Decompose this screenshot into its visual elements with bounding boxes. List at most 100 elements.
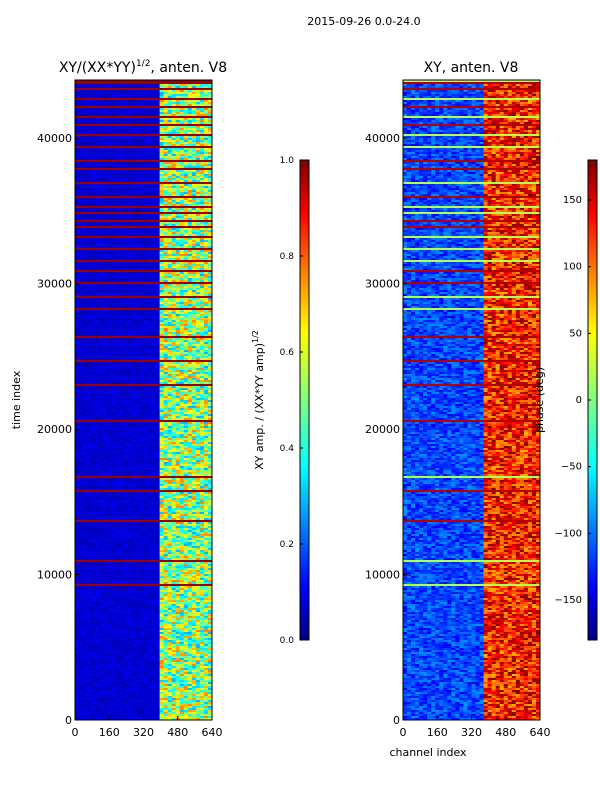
heatmap-cell: [179, 142, 185, 145]
heatmap-cell: [207, 258, 212, 261]
heatmap-cell: [131, 194, 136, 197]
heatmap-cell: [183, 248, 189, 251]
heatmap-cell: [187, 300, 193, 303]
heatmap-cell: [147, 236, 152, 239]
heatmap-cell: [103, 260, 108, 263]
heatmap-cell: [131, 302, 136, 305]
heatmap-cell: [99, 316, 104, 319]
heatmap-cell: [91, 266, 96, 269]
heatmap-cell: [187, 240, 193, 243]
heatmap-cell: [87, 370, 92, 373]
heatmap-cell: [83, 360, 88, 363]
heatmap-cell: [199, 332, 205, 335]
heatmap-cell: [107, 238, 112, 241]
heatmap-cell: [167, 106, 173, 109]
heatmap-cell: [115, 322, 120, 325]
heatmap-cell: [199, 364, 205, 367]
heatmap-cell: [147, 176, 152, 179]
heatmap-cell: [111, 206, 116, 209]
heatmap-cell: [99, 252, 104, 255]
heatmap-cell: [115, 334, 120, 337]
heatmap-cell: [111, 216, 116, 219]
heatmap-cell: [143, 146, 148, 149]
heatmap-cell: [95, 312, 100, 315]
heatmap-cell: [147, 312, 152, 315]
heatmap-cell: [207, 288, 212, 291]
heatmap-cell: [175, 102, 181, 105]
heatmap-cell: [123, 138, 128, 141]
heatmap-cell: [187, 160, 193, 163]
heatmap-cell: [99, 190, 104, 193]
heatmap-cell: [195, 352, 201, 355]
heatmap-cell: [111, 278, 116, 281]
heatmap-cell: [195, 220, 201, 223]
heatmap-cell: [95, 258, 100, 261]
heatmap-cell: [207, 184, 212, 187]
heatmap-cell: [79, 148, 84, 151]
heatmap-cell: [147, 368, 152, 371]
heatmap-cell: [167, 312, 173, 315]
heatmap-cell: [107, 102, 112, 105]
heatmap-cell: [131, 240, 136, 243]
heatmap-cell: [99, 330, 104, 333]
heatmap-cell: [171, 338, 177, 341]
heatmap-cell: [83, 248, 88, 251]
heatmap-cell: [115, 210, 120, 213]
heatmap-cell: [95, 176, 100, 179]
heatmap-cell: [175, 180, 181, 183]
heatmap-cell: [199, 130, 205, 133]
heatmap-cell: [103, 134, 108, 137]
heatmap-cell: [107, 278, 112, 281]
heatmap-cell: [199, 362, 205, 365]
heatmap-cell: [127, 356, 132, 359]
heatmap-cell: [119, 212, 124, 215]
heatmap-cell: [103, 170, 108, 173]
heatmap-cell: [103, 198, 108, 201]
heatmap-cell: [115, 300, 120, 303]
heatmap-cell: [155, 182, 161, 185]
heatmap-cell: [87, 180, 92, 183]
heatmap-cell: [107, 200, 112, 203]
heatmap-cell: [83, 218, 88, 221]
heatmap-cell: [79, 320, 84, 323]
heatmap-cell: [167, 198, 173, 201]
heatmap-cell: [195, 324, 201, 327]
heatmap-cell: [131, 282, 136, 285]
heatmap-cell: [79, 82, 84, 85]
heatmap-cell: [111, 326, 116, 329]
heatmap-cell: [99, 226, 104, 229]
heatmap-cell: [143, 288, 148, 291]
heatmap-cell: [91, 256, 96, 259]
heatmap-cell: [179, 160, 185, 163]
heatmap-cell: [79, 338, 84, 341]
heatmap-cell: [167, 202, 173, 205]
heatmap-cell: [207, 310, 212, 313]
heatmap-cell: [127, 200, 132, 203]
heatmap-cell: [135, 194, 140, 197]
heatmap-cell: [135, 302, 140, 305]
heatmap-cell: [203, 192, 209, 195]
heatmap-cell: [87, 230, 92, 233]
heatmap-cell: [127, 242, 132, 245]
heatmap-cell: [103, 268, 108, 271]
heatmap-cell: [119, 312, 124, 315]
heatmap-cell: [159, 314, 165, 317]
heatmap-cell: [107, 174, 112, 177]
heatmap-cell: [127, 174, 132, 177]
heatmap-cell: [183, 190, 189, 193]
heatmap-cell: [171, 316, 177, 319]
heatmap-cell: [115, 230, 120, 233]
heatmap-cell: [183, 140, 189, 143]
heatmap-cell: [159, 332, 165, 335]
heatmap-cell: [151, 170, 156, 173]
heatmap-cell: [203, 274, 209, 277]
heatmap-cell: [199, 106, 205, 109]
heatmap-cell: [155, 328, 161, 331]
heatmap-cell: [123, 142, 128, 145]
heatmap-cell: [111, 184, 116, 187]
heatmap-cell: [95, 276, 100, 279]
heatmap-cell: [83, 114, 88, 117]
heatmap-cell: [175, 344, 181, 347]
heatmap-cell: [139, 238, 144, 241]
heatmap-cell: [187, 254, 193, 257]
